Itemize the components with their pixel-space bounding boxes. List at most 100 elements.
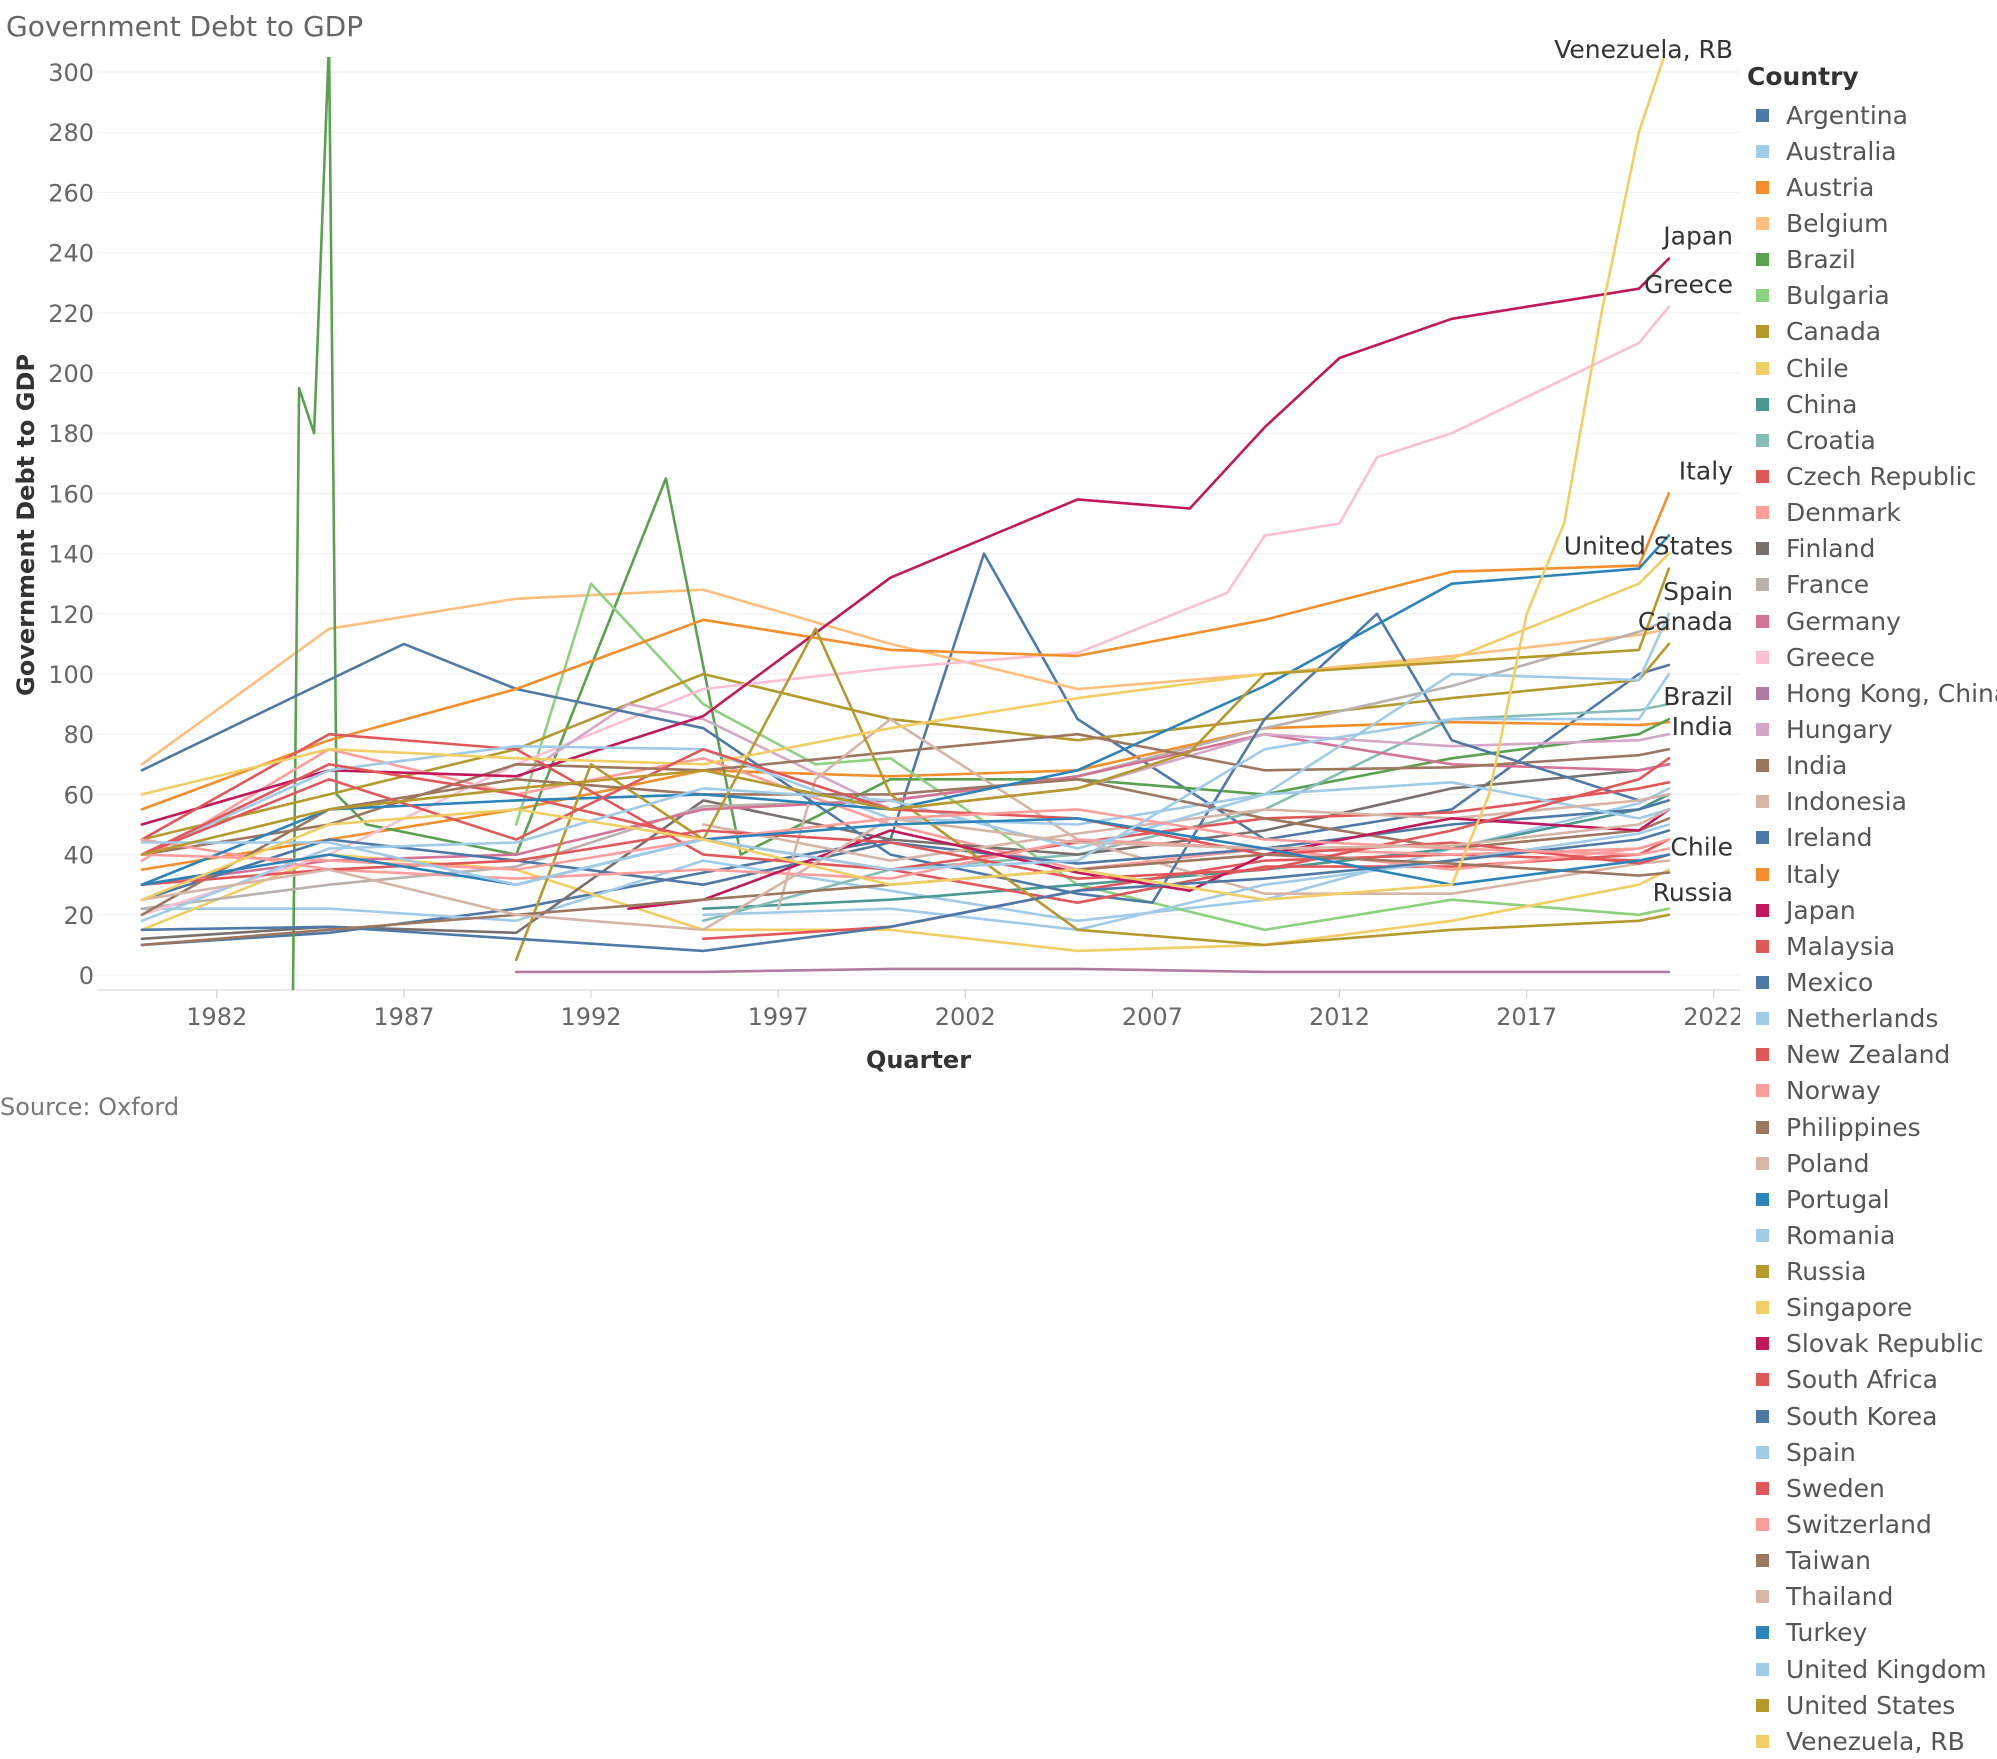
legend-item-new-zealand[interactable]: New Zealand	[1747, 1037, 1997, 1073]
series-line-hong-kong-china	[514, 967, 1671, 974]
legend-item-brazil[interactable]: Brazil	[1747, 242, 1997, 278]
legend-label: Czech Republic	[1786, 461, 1977, 491]
legend-swatch	[1756, 289, 1769, 303]
legend-item-slovak-republic[interactable]: Slovak Republic	[1747, 1326, 1997, 1362]
x-tick-label: 2017	[1496, 1003, 1557, 1031]
y-tick-label: 40	[63, 842, 94, 870]
legend-item-united-states[interactable]: United States	[1747, 1687, 1997, 1723]
legend-label: Japan	[1786, 895, 1856, 925]
legend-item-finland[interactable]: Finland	[1747, 531, 1997, 567]
legend-item-belgium[interactable]: Belgium	[1747, 205, 1997, 241]
legend-item-australia[interactable]: Australia	[1747, 133, 1997, 169]
y-tick-label: 180	[48, 420, 94, 448]
legend-swatch	[1756, 614, 1769, 628]
series-line-romania	[701, 823, 1671, 932]
legend-swatch	[1756, 1012, 1769, 1026]
line-end-label: India	[1672, 712, 1733, 741]
series-line-switzerland	[140, 808, 1671, 871]
legend-swatch	[1756, 1228, 1769, 1242]
legend-item-croatia[interactable]: Croatia	[1747, 422, 1997, 458]
legend-label: Chile	[1786, 353, 1849, 383]
x-tick-label: 2012	[1309, 1003, 1370, 1031]
legend-item-turkey[interactable]: Turkey	[1747, 1615, 1997, 1651]
series-line-slovak-republic	[627, 808, 1671, 911]
legend-item-portugal[interactable]: Portugal	[1747, 1181, 1997, 1217]
legend-item-romania[interactable]: Romania	[1747, 1217, 1997, 1253]
legend-item-hong-kong-china[interactable]: Hong Kong, China	[1747, 675, 1997, 711]
legend-swatch	[1756, 1120, 1769, 1134]
series-line-philippines	[140, 777, 1671, 917]
legend-item-philippines[interactable]: Philippines	[1747, 1109, 1997, 1145]
legend-item-spain[interactable]: Spain	[1747, 1434, 1997, 1470]
legend-swatch	[1756, 1590, 1769, 1604]
line-end-label: Spain	[1663, 577, 1733, 606]
legend-items: Argentina Australia Austria Belgium Brazil Bu…	[1747, 97, 1997, 1759]
legend-swatch	[1756, 650, 1769, 664]
legend-item-thailand[interactable]: Thailand	[1747, 1579, 1997, 1615]
y-tick-label: 240	[48, 240, 94, 268]
legend-item-russia[interactable]: Russia	[1747, 1254, 1997, 1290]
legend-item-taiwan[interactable]: Taiwan	[1747, 1543, 1997, 1579]
y-tick-label: 20	[63, 902, 94, 930]
legend-label: Italy	[1786, 859, 1841, 889]
series-lines	[140, 57, 1671, 990]
legend-item-argentina[interactable]: Argentina	[1747, 97, 1997, 133]
legend-item-venezuela-rb[interactable]: Venezuela, RB	[1747, 1723, 1997, 1759]
legend-item-czech-republic[interactable]: Czech Republic	[1747, 458, 1997, 494]
legend-label: China	[1786, 389, 1858, 419]
legend-swatch	[1756, 253, 1769, 267]
legend-swatch	[1756, 216, 1769, 230]
legend-item-austria[interactable]: Austria	[1747, 169, 1997, 205]
legend-item-switzerland[interactable]: Switzerland	[1747, 1506, 1997, 1542]
legend-item-indonesia[interactable]: Indonesia	[1747, 784, 1997, 820]
legend-label: Finland	[1786, 534, 1876, 564]
series-line-chile	[140, 853, 1671, 953]
line-end-label: Venezuela, RB	[1554, 35, 1733, 64]
y-tick-label: 200	[48, 360, 94, 388]
legend-label: Brazil	[1786, 245, 1856, 275]
legend-item-china[interactable]: China	[1747, 386, 1997, 422]
legend-item-japan[interactable]: Japan	[1747, 892, 1997, 928]
legend-label: Singapore	[1786, 1293, 1913, 1323]
legend-item-ireland[interactable]: Ireland	[1747, 820, 1997, 856]
y-tick-label: 300	[48, 59, 94, 87]
legend-item-bulgaria[interactable]: Bulgaria	[1747, 278, 1997, 314]
legend-swatch	[1756, 1192, 1769, 1206]
legend-label: Argentina	[1786, 100, 1908, 130]
legend-item-india[interactable]: India	[1747, 748, 1997, 784]
legend-item-canada[interactable]: Canada	[1747, 314, 1997, 350]
legend-item-italy[interactable]: Italy	[1747, 856, 1997, 892]
legend-label: Belgium	[1786, 208, 1889, 238]
legend-item-norway[interactable]: Norway	[1747, 1073, 1997, 1109]
legend-item-greece[interactable]: Greece	[1747, 639, 1997, 675]
legend-label: Switzerland	[1786, 1510, 1932, 1540]
legend-item-united-kingdom[interactable]: United Kingdom	[1747, 1651, 1997, 1687]
legend-label: Greece	[1786, 642, 1875, 672]
legend-item-malaysia[interactable]: Malaysia	[1747, 928, 1997, 964]
legend-item-hungary[interactable]: Hungary	[1747, 711, 1997, 747]
legend-swatch	[1756, 108, 1769, 122]
legend-item-denmark[interactable]: Denmark	[1747, 495, 1997, 531]
legend-item-sweden[interactable]: Sweden	[1747, 1470, 1997, 1506]
series-line-south-korea	[140, 829, 1671, 953]
legend-item-south-africa[interactable]: South Africa	[1747, 1362, 1997, 1398]
series-line-united-states	[140, 567, 1671, 856]
legend-label: Poland	[1786, 1148, 1870, 1178]
legend-swatch	[1756, 542, 1769, 556]
legend-item-singapore[interactable]: Singapore	[1747, 1290, 1997, 1326]
legend-item-germany[interactable]: Germany	[1747, 603, 1997, 639]
legend-item-poland[interactable]: Poland	[1747, 1145, 1997, 1181]
legend-swatch	[1756, 1626, 1769, 1640]
y-tick-label: 140	[48, 541, 94, 569]
legend-item-mexico[interactable]: Mexico	[1747, 964, 1997, 1000]
legend-label: Austria	[1786, 172, 1875, 202]
legend-label: Canada	[1786, 317, 1882, 347]
legend-label: Netherlands	[1786, 1004, 1939, 1034]
legend-item-france[interactable]: France	[1747, 567, 1997, 603]
legend-item-chile[interactable]: Chile	[1747, 350, 1997, 386]
legend-label: Spain	[1786, 1437, 1856, 1467]
legend-item-south-korea[interactable]: South Korea	[1747, 1398, 1997, 1434]
legend-label: Croatia	[1786, 425, 1876, 455]
series-line-spain	[140, 612, 1671, 923]
legend-item-netherlands[interactable]: Netherlands	[1747, 1001, 1997, 1037]
